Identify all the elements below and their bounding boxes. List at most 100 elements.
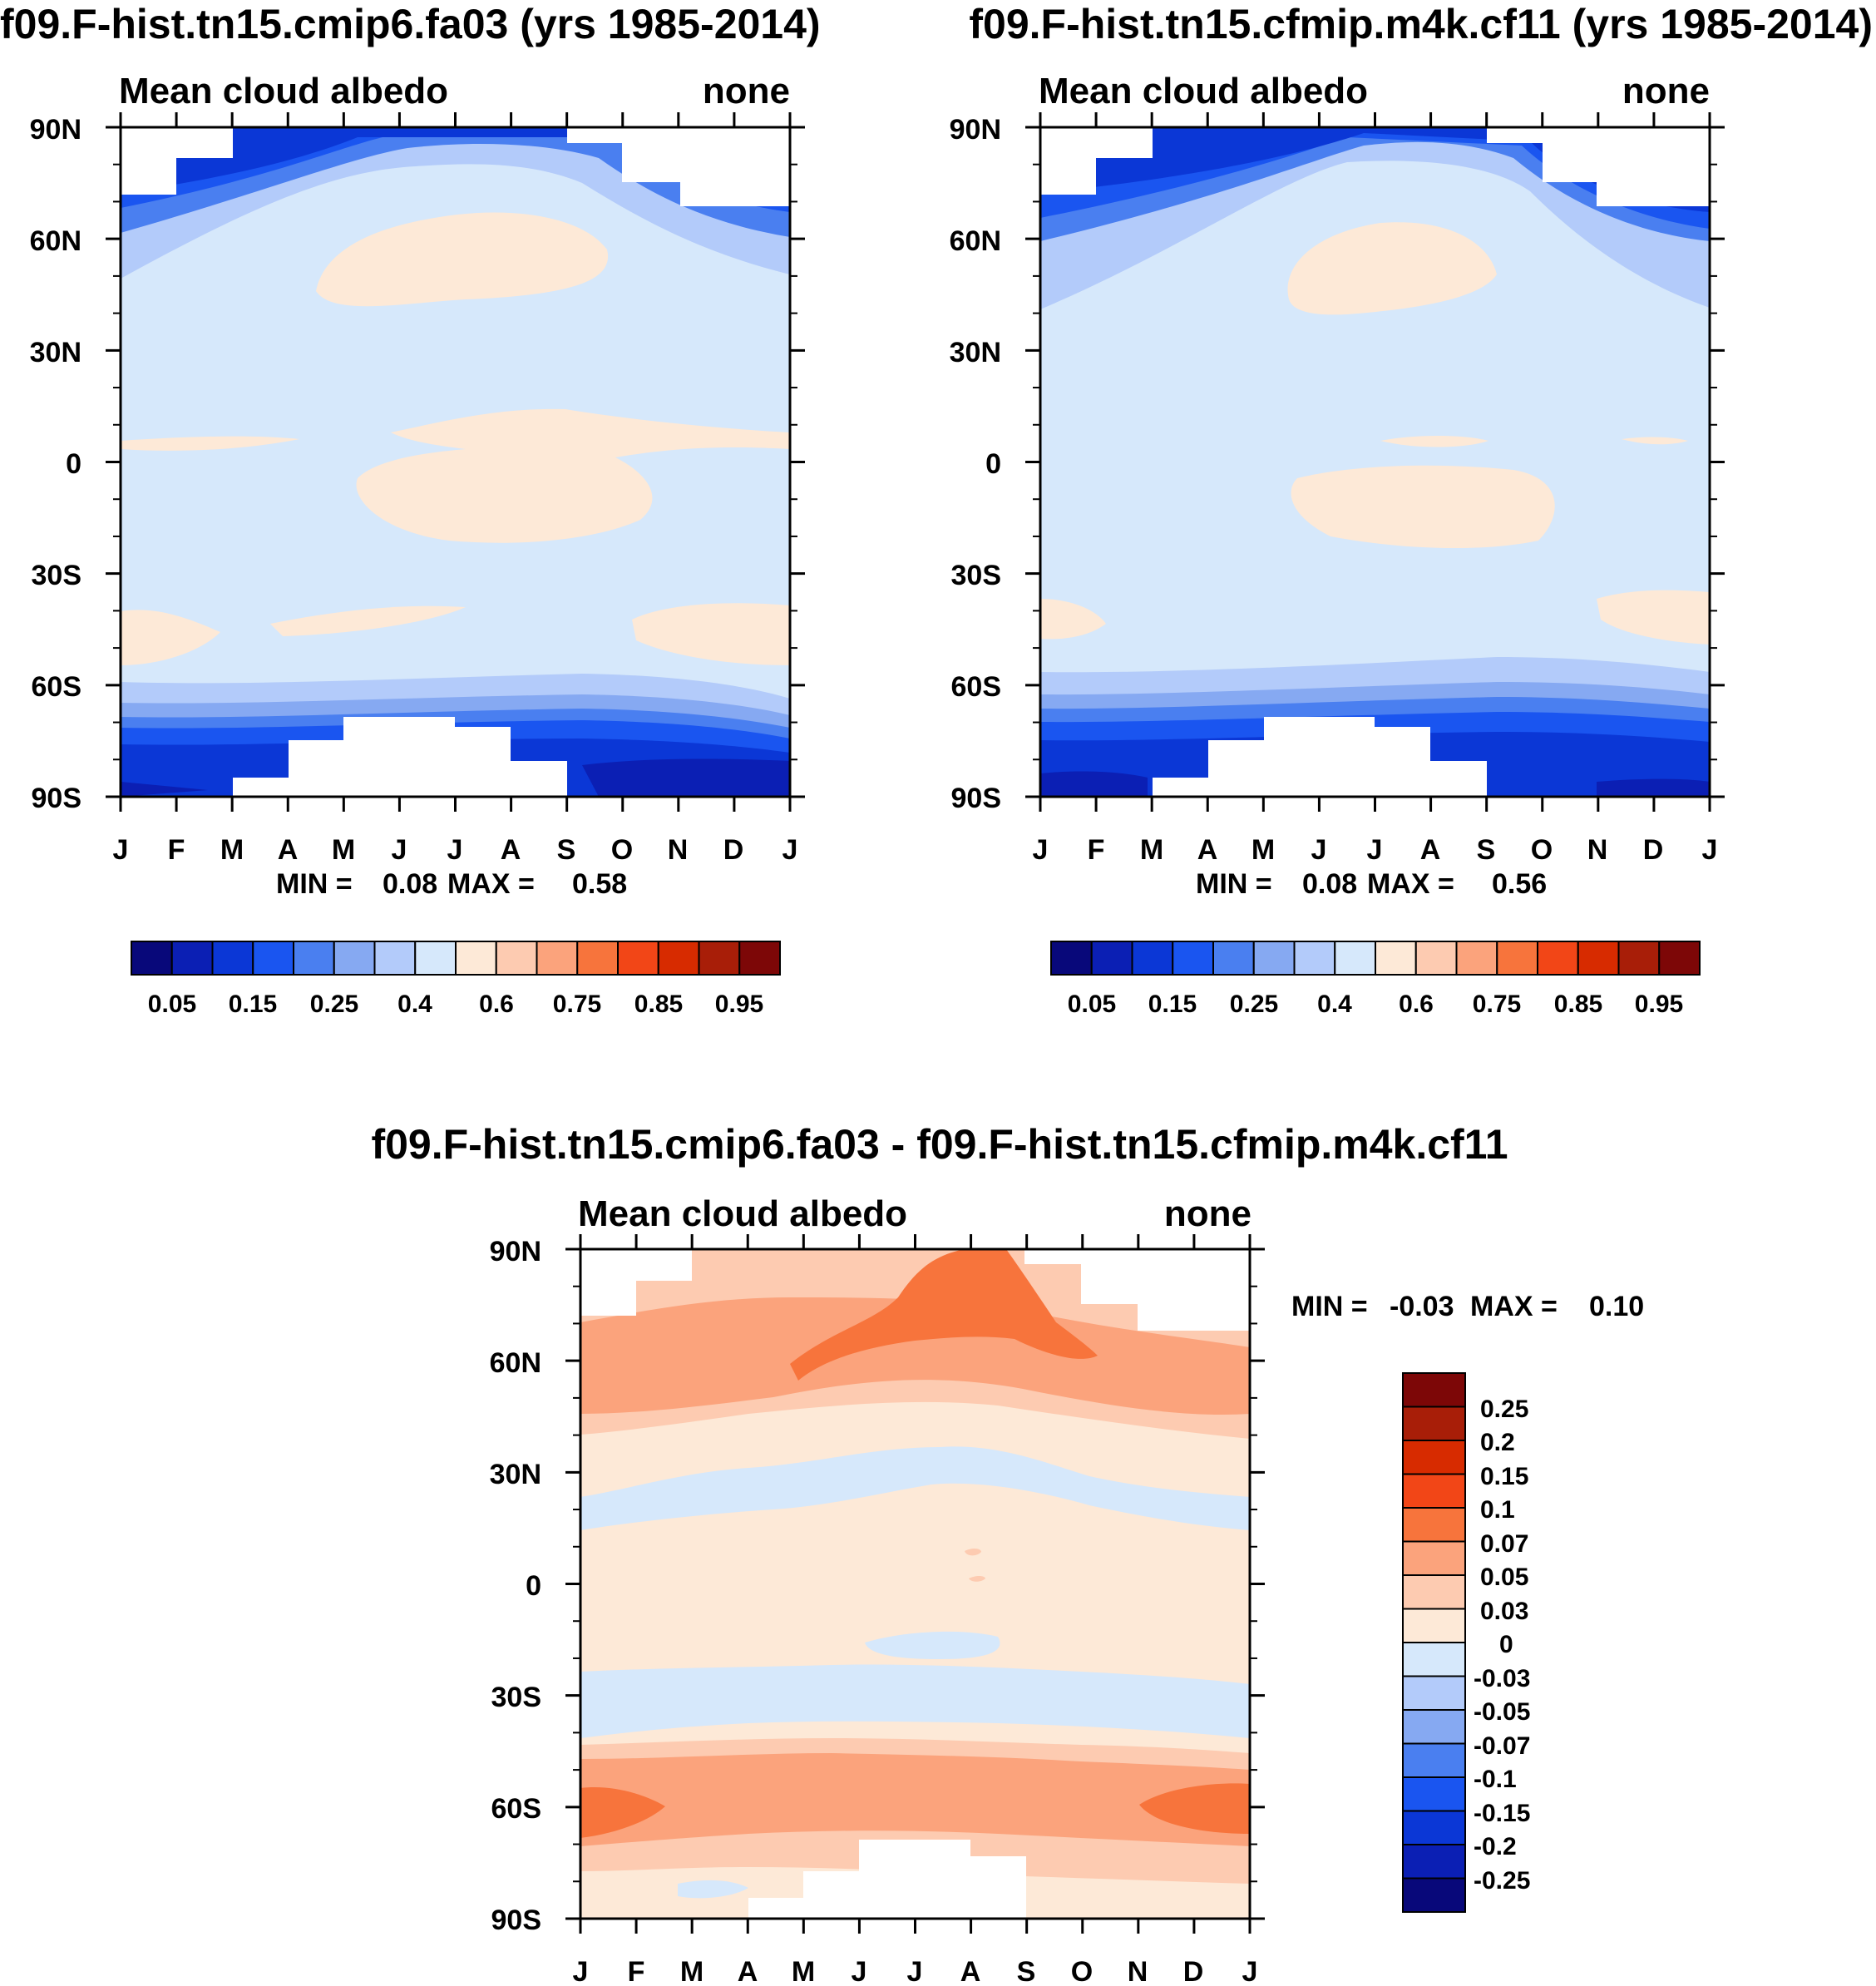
panel-3-cb-label-9: -0.05 [1474,1698,1530,1726]
panel-1-patch-south-left [121,610,220,665]
panel-1-patch-south-mid [270,605,466,636]
panel-2-colorbar-box-5 [1252,941,1296,976]
panel-2-ytick-30n: 30N [950,337,1001,368]
panel-3-plot-area [579,1247,1251,1920]
panel-1-cb-label-1: 0.15 [229,991,277,1018]
panel-3-ytick-30s: 30S [491,1682,542,1713]
panel-2-colorbar-labels: 0.05 0.15 0.25 0.4 0.6 0.75 0.85 0.95 [1068,991,1683,1018]
panel-2-cb-label-3: 0.4 [1317,991,1352,1018]
panel-3-south-missing [748,1840,1026,1919]
panel-3-colorbar-box-13 [1402,1810,1466,1845]
panel-3-cb-label-11: -0.1 [1474,1766,1517,1793]
panel-3-colorbar-box-10 [1402,1709,1466,1745]
panel-1-colorbar [131,941,781,976]
panel-1-north-missing [121,127,790,206]
panel-1-patch-eq-left [121,436,299,451]
panel-2-colorbar-box-1 [1090,941,1133,976]
panel-3-colorbar [1402,1372,1466,1913]
panel-1-minmax: MIN = 0.08 MAX = 0.58 [276,868,627,900]
panel-2-ytick-90s: 90S [951,783,1002,814]
panel-3-colorbar-box-1 [1402,1406,1466,1441]
panel-3-colorbar-box-2 [1402,1440,1466,1475]
panel-1-ytick-30s: 30S [32,560,82,591]
panel-1-xtick-dec: D [723,834,744,866]
panel-3-colorbar-box-4 [1402,1507,1466,1543]
panel-3-x-tick-labels: J F M A M J J A S O N D J [573,1956,1258,1986]
panel-1-xtick-sep: S [557,834,576,866]
panel-3-north-missing [580,1249,1250,1331]
panel-3-colorbar-labels: 0.25 0.2 0.15 0.1 0.07 0.05 0.03 0 -0.03… [1474,1396,1530,1895]
panel-1-min-label: MIN = [276,868,353,900]
panel-1-xtick-feb: F [168,834,185,866]
panel-2-title: f09.F-hist.tn15.cfmip.m4k.cf11 (yrs 1985… [969,1,1873,47]
panel-3-cb-label-6: 0.03 [1480,1598,1528,1625]
panel-1-colorbar-labels: 0.05 0.15 0.25 0.4 0.6 0.75 0.85 0.95 [148,991,763,1018]
panel-2-cb-label-1: 0.15 [1148,991,1197,1018]
panel-3-colorbar-box-11 [1402,1742,1466,1778]
panel-1-colorbar-box-1 [170,941,214,976]
panel-3-max-value: 0.10 [1589,1291,1644,1322]
panel-1-colorbar-box-5 [333,941,376,976]
panel-2-colorbar-box-3 [1172,941,1214,976]
panel-3-colorbar-box-6 [1402,1574,1466,1610]
panel-1-colorbar-box-7 [414,941,457,976]
panel-1-xtick-jun: J [392,834,407,866]
panel-3-blue-band-south [580,1664,1250,1738]
panel-3-ytick-30n: 30N [490,1459,541,1490]
panel-2-south-missing [1153,717,1487,797]
panel-2-ytick-30s: 30S [951,560,1002,591]
panel-2-patch-eq-main [1291,465,1555,549]
panel-3-ticks [565,1234,1265,1934]
panel-1-xtick-jul: J [447,834,463,866]
panel-2-cb-label-7: 0.95 [1635,991,1683,1018]
panel-2-ytick-0: 0 [985,448,1001,480]
panel-2-colorbar-box-10 [1455,941,1498,976]
panel-1-colorbar-box-4 [293,941,335,976]
panel-2-cb-label-4: 0.6 [1399,991,1434,1018]
panel-3-xtick-apr: A [738,1956,758,1986]
panel-3-colorbar-box-0 [1402,1372,1466,1408]
panel-2-plot-area [1039,126,1711,798]
panel-1-xtick-apr: A [278,834,299,866]
panel-3-cb-label-2: 0.15 [1480,1463,1528,1490]
panel-2-xtick-jan: J [1033,834,1049,866]
panel-3-cb-label-4: 0.07 [1480,1530,1528,1558]
panel-2-colorbar-box-15 [1658,941,1701,976]
panel-3-south-band-2 [580,1753,1250,1846]
panel-1-patch-north [316,212,609,307]
panel-2-min-value: 0.08 [1302,868,1357,900]
panel-1-colorbar-box-6 [373,941,417,976]
panel-1-colorbar-box-8 [455,941,497,976]
panel-2-colorbar-box-4 [1212,941,1255,976]
panel-1-xtick-mar: M [220,834,244,866]
panel-1-y-tick-labels: 90N 60N 30N 0 30S 60S 90S [30,114,81,814]
panel-2-cb-label-0: 0.05 [1068,991,1116,1018]
panel-2-cb-label-2: 0.25 [1230,991,1278,1018]
panel-2-x-tick-labels: J F M A M J J A S O N D J [1033,834,1718,866]
panel-2-xtick-nov: N [1587,834,1608,866]
panel-3-colorbar-box-3 [1402,1473,1466,1509]
panel-3-xtick-jul: J [907,1956,923,1986]
panel-3-cb-label-7: 0 [1499,1631,1513,1658]
panel-1-min-value: 0.08 [383,868,437,900]
panel-3-min-label: MIN = [1291,1291,1368,1322]
panel-1-south-band-6 [121,758,790,797]
panel-1-north-band-4 [121,127,790,195]
panel-3-south-band-3 [580,1783,1250,1838]
panel-3-colorbar-box-15 [1402,1877,1466,1913]
panel-1-ytick-0: 0 [66,448,81,480]
panel-3-y-tick-labels: 90N 60N 30N 0 30S 60S 90S [490,1236,541,1936]
panel-2-xtick-dec: D [1643,834,1664,866]
panel-1-colorbar-box-3 [252,941,294,976]
panel-1-xtick-may: M [332,834,355,866]
panel-1-xtick-jan: J [113,834,129,866]
panel-2-patch-south-left [1040,599,1106,640]
panel-2-colorbar-box-2 [1131,941,1174,976]
panel-3-colorbar-box-12 [1402,1776,1466,1812]
panel-2-left-label: Mean cloud albedo [1039,71,1368,111]
panel-2-min-label: MIN = [1196,868,1272,900]
panel-3-blue-patch-south [865,1631,1000,1659]
panel-1-ytick-60s: 60S [32,671,82,703]
panel-2-ytick-60n: 60N [950,225,1001,257]
